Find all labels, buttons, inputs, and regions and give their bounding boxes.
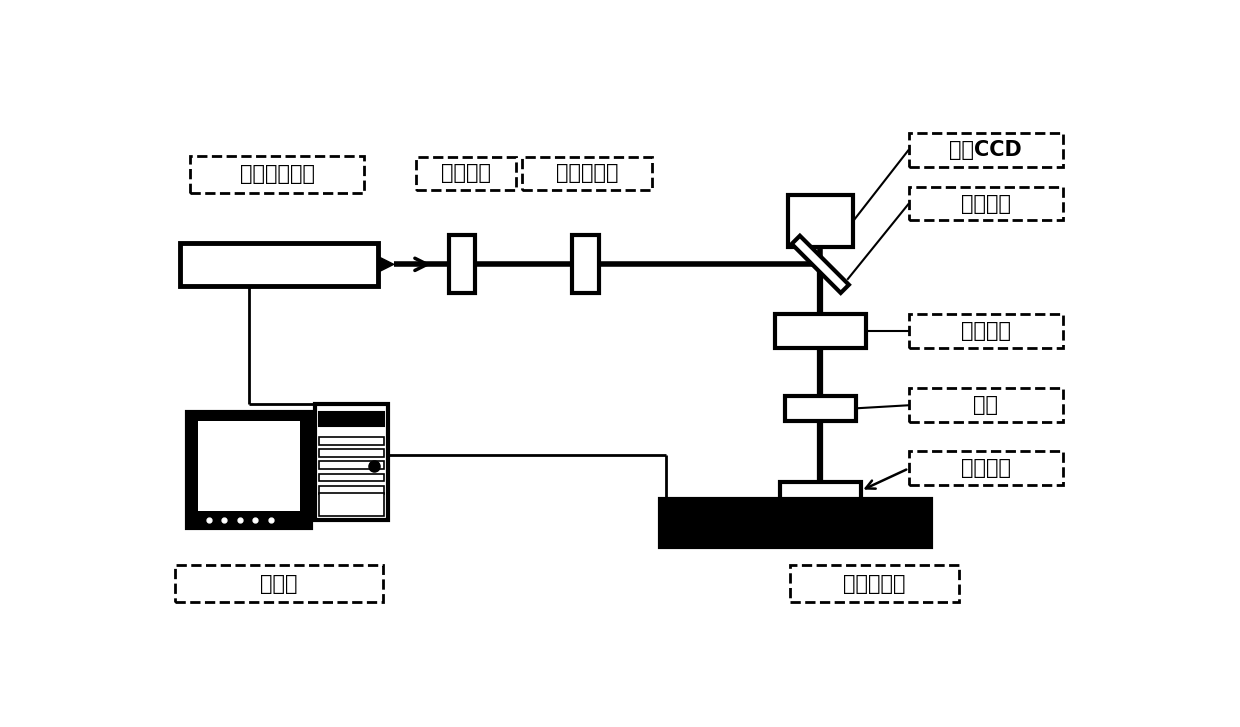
Bar [909,187,1063,220]
Bar [198,422,300,511]
Bar [449,236,475,293]
Bar [785,396,856,421]
Bar [780,482,861,499]
Text: 异质结构: 异质结构 [961,459,1011,478]
Bar [175,566,383,603]
Text: 成僎CCD: 成僎CCD [950,140,1022,160]
Text: 计算机: 计算机 [260,574,298,594]
Bar [909,451,1063,486]
Text: 连续衰减片: 连续衰减片 [556,164,619,183]
Bar [319,412,384,426]
Polygon shape [378,257,394,272]
Bar [660,499,931,547]
Bar [573,236,599,293]
Text: 扩束镜组: 扩束镜组 [441,164,491,183]
Bar [522,156,652,190]
Bar [319,449,384,457]
Bar [180,243,378,286]
Bar [319,486,384,494]
Bar [319,474,384,481]
Bar [775,314,866,348]
Bar [319,493,384,516]
Bar [909,314,1063,348]
Text: 二向色镜: 二向色镜 [961,193,1011,214]
Text: 聚焦透镜: 聚焦透镜 [961,321,1011,342]
Text: 准分子激光器: 准分子激光器 [239,164,315,184]
Bar [191,156,363,193]
Bar [787,195,853,247]
Bar [319,462,384,469]
Bar [909,388,1063,422]
Bar [187,412,310,528]
Bar [319,437,384,444]
Bar [315,404,388,520]
Polygon shape [791,236,849,293]
Bar [417,156,516,190]
Bar [790,566,959,603]
Text: 六维平移台: 六维平移台 [843,574,905,594]
Text: 掜膜: 掜膜 [973,395,998,415]
Bar [909,132,1063,166]
